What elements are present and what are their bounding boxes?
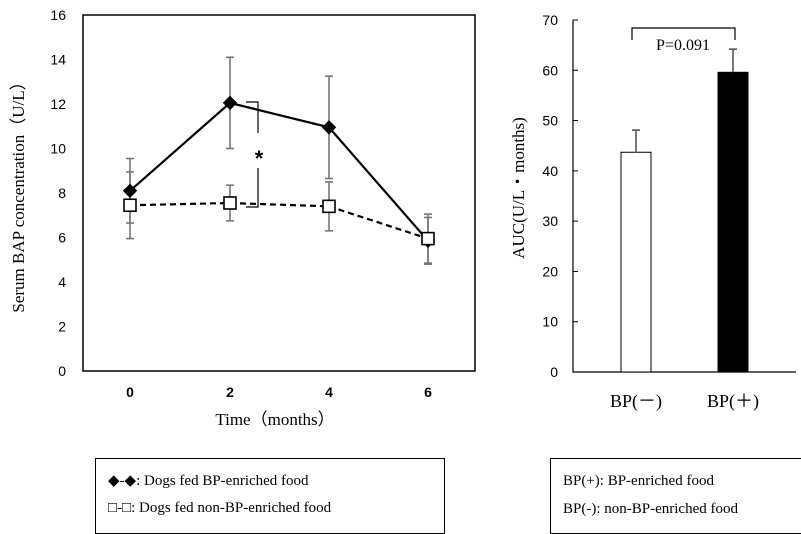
series-line-segment: [129, 201, 231, 207]
bar-chart-legend: BP(+): BP-enriched food BP(-): non-BP-en…: [550, 458, 801, 534]
significance-bracket: [246, 101, 259, 208]
x-tick-label: 4: [325, 384, 333, 400]
y-tick-label: 8: [58, 185, 66, 201]
y-tick-label: 60: [542, 62, 558, 78]
legend-entry-bp-minus: BP(-): non-BP-enriched food: [563, 501, 738, 517]
category-label: BP(－): [610, 391, 662, 412]
data-point-square: [421, 231, 435, 246]
y-tick-label: 14: [50, 52, 66, 68]
p-value-bracket: [631, 27, 736, 40]
line-chart-legend: ◆-◆: Dogs fed BP-enriched food □-□: Dogs…: [95, 458, 445, 534]
bar-plot-axes: [572, 20, 796, 373]
line-chart: 0 2 4 6 8 10 12 14 16 0 2 4 6 * Time（months） Serum …: [9, 7, 476, 429]
legend-entry-bp-enriched: ◆-◆: Dogs fed BP-enriched food: [108, 471, 309, 490]
series-line-segment: [129, 102, 231, 192]
y-axis-label: Serum BAP concentration（U/L）: [9, 73, 28, 312]
data-point-square: [322, 199, 336, 214]
x-axis-label: Time（months）: [215, 410, 334, 429]
bar-chart: 0 10 20 30 40 50 60 70 BP(－) BP(＋) P=0.091 AUC(U…: [509, 12, 796, 412]
category-label: BP(＋): [707, 391, 759, 412]
data-point-square: [223, 196, 237, 210]
data-point-diamond: [321, 120, 337, 135]
legend-symbol-square: □-□: [108, 500, 132, 516]
legend-text: : Dogs fed BP-enriched food: [136, 473, 309, 489]
series-line-segment: [328, 126, 429, 242]
y-tick-label: 10: [542, 314, 558, 330]
y-tick-label: 50: [542, 113, 558, 129]
legend-text: : Dogs fed non-BP-enriched food: [131, 500, 332, 516]
bar: [717, 71, 749, 373]
data-point-square: [123, 198, 137, 213]
y-tick-label: 70: [542, 12, 558, 28]
y-tick-label: 16: [50, 7, 66, 23]
y-tick-label: 40: [542, 163, 558, 179]
x-tick-label: 2: [226, 384, 234, 400]
series-line-segment: [328, 205, 429, 240]
x-tick-label: 0: [126, 384, 134, 400]
data-point-diamond: [222, 95, 238, 111]
series-line-segment: [229, 201, 330, 208]
y-tick-label: 0: [58, 363, 66, 379]
y-tick-label: 12: [50, 96, 66, 112]
y-tick-label: 10: [50, 141, 66, 157]
y-tick-label: 6: [58, 230, 66, 246]
y-tick-label: 0: [550, 364, 558, 380]
series-line-segment: [229, 101, 330, 129]
significance-marker: *: [255, 146, 264, 171]
y-tick-label: 30: [542, 213, 558, 229]
bar: [620, 151, 652, 373]
legend-entry-bp-plus: BP(+): BP-enriched food: [563, 473, 714, 489]
bar-y-axis-label: AUC(U/L・months): [509, 117, 528, 259]
line-plot-frame: [82, 14, 476, 372]
x-tick-label: 6: [424, 384, 432, 400]
data-point-diamond: [122, 183, 138, 198]
y-tick-label: 4: [58, 274, 66, 290]
legend-entry-non-bp-enriched: □-□: Dogs fed non-BP-enriched food: [108, 500, 331, 517]
y-tick-label: 20: [542, 263, 558, 279]
legend-symbol-diamond: ◆-◆: [108, 473, 137, 489]
y-tick-label: 2: [58, 319, 66, 335]
p-value-label: P=0.091: [656, 37, 710, 54]
